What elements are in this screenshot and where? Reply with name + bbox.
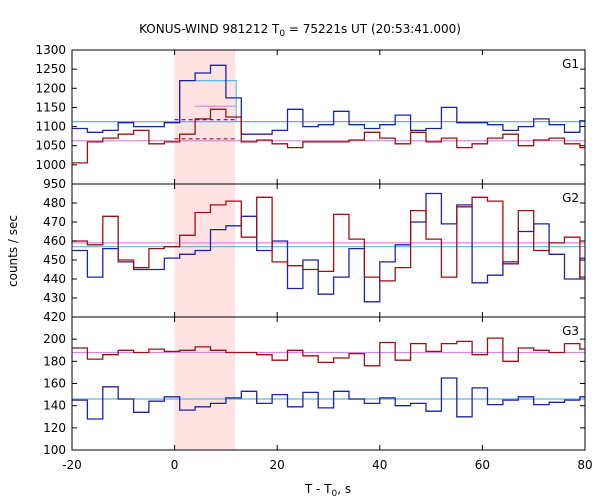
panel-g3-y-tick-label: 180 bbox=[43, 354, 66, 368]
panel-g2-y-tick-label: 480 bbox=[43, 196, 66, 210]
y-axis-label: counts / sec bbox=[6, 215, 20, 287]
panel-g1-label: G1 bbox=[562, 57, 579, 71]
panel-g3-label: G3 bbox=[562, 324, 579, 338]
panel-g2-y-tick-label: 470 bbox=[43, 215, 66, 229]
plot-area: 9501000105011001150120012501300G14204304… bbox=[35, 43, 592, 472]
x-tick-label: 20 bbox=[270, 458, 285, 472]
panel-g1-y-tick-label: 1300 bbox=[35, 43, 66, 57]
panel-g2-series-b-line bbox=[72, 196, 585, 282]
panel-g3-y-tick-label: 100 bbox=[43, 443, 66, 457]
panel-g3-series-a-line bbox=[72, 377, 585, 420]
panel-g1-y-tick-label: 950 bbox=[43, 177, 66, 191]
panel-g1-y-tick-label: 1150 bbox=[35, 100, 66, 114]
x-tick-label: 80 bbox=[577, 458, 592, 472]
x-tick-label: 0 bbox=[171, 458, 179, 472]
panel-g1-y-tick-label: 1000 bbox=[35, 158, 66, 172]
panel-g3-y-tick-label: 200 bbox=[43, 332, 66, 346]
panel-g2-y-tick-label: 460 bbox=[43, 234, 66, 248]
x-tick-label: -20 bbox=[62, 458, 82, 472]
panel-g2-y-tick-label: 450 bbox=[43, 253, 66, 267]
panel-g3-y-tick-label: 140 bbox=[43, 399, 66, 413]
panel-g2-y-tick-label: 420 bbox=[43, 310, 66, 324]
panel-g1-y-tick-label: 1100 bbox=[35, 120, 66, 134]
panel-g1-series-a-line bbox=[72, 64, 585, 135]
panel-g1-y-tick-label: 1050 bbox=[35, 139, 66, 153]
panel-g2-y-tick-label: 440 bbox=[43, 272, 66, 286]
x-tick-label: 40 bbox=[372, 458, 387, 472]
panel-g1-y-tick-label: 1200 bbox=[35, 81, 66, 95]
x-axis-label: T - T0, s bbox=[304, 482, 351, 499]
panel-g1-y-tick-label: 1250 bbox=[35, 62, 66, 76]
panel-g1-excess-level-a bbox=[179, 80, 237, 122]
panel-g3-y-tick-label: 160 bbox=[43, 377, 66, 391]
x-tick-label: 60 bbox=[475, 458, 490, 472]
panel-g1-series-b-line bbox=[72, 108, 585, 164]
panel-g3-series-b-line bbox=[72, 337, 585, 367]
panel-g3-frame bbox=[71, 316, 586, 451]
chart-title: KONUS-WIND 981212 T0 = 75221s UT (20:53:… bbox=[139, 22, 461, 39]
panel-g2-label: G2 bbox=[562, 191, 579, 205]
panel-g2-y-tick-label: 430 bbox=[43, 291, 66, 305]
panel-g3-y-tick-label: 120 bbox=[43, 421, 66, 435]
